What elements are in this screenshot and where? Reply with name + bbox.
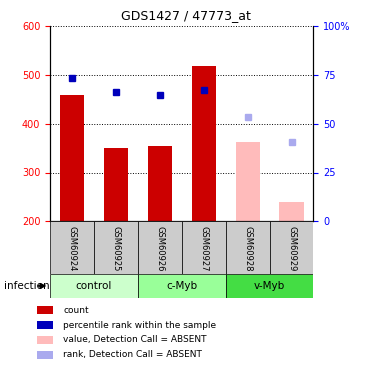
Bar <box>236 142 260 221</box>
Text: c-Myb: c-Myb <box>166 281 197 291</box>
Text: percentile rank within the sample: percentile rank within the sample <box>63 321 216 330</box>
Bar <box>94 221 138 274</box>
Text: value, Detection Call = ABSENT: value, Detection Call = ABSENT <box>63 336 207 345</box>
Bar <box>148 146 172 221</box>
Bar <box>270 221 313 274</box>
Bar <box>104 148 128 221</box>
Text: count: count <box>63 306 89 315</box>
Text: GDS1427 / 47773_at: GDS1427 / 47773_at <box>121 9 250 22</box>
Text: infection: infection <box>4 281 49 291</box>
Bar <box>192 66 216 221</box>
Bar <box>226 274 313 298</box>
Bar <box>279 202 303 221</box>
Bar <box>226 221 270 274</box>
Bar <box>182 221 226 274</box>
Text: GSM60929: GSM60929 <box>287 226 296 272</box>
Bar <box>138 221 182 274</box>
Text: control: control <box>76 281 112 291</box>
Text: v-Myb: v-Myb <box>254 281 285 291</box>
Text: rank, Detection Call = ABSENT: rank, Detection Call = ABSENT <box>63 350 202 359</box>
Text: GSM60928: GSM60928 <box>243 226 252 272</box>
Bar <box>37 351 53 359</box>
Text: GSM60926: GSM60926 <box>155 226 164 272</box>
Bar <box>37 321 53 329</box>
Bar <box>50 221 94 274</box>
Bar <box>50 274 138 298</box>
Text: GSM60927: GSM60927 <box>199 226 208 272</box>
Text: GSM60925: GSM60925 <box>111 226 121 272</box>
Text: GSM60924: GSM60924 <box>68 226 76 272</box>
Bar <box>37 306 53 314</box>
Bar <box>138 274 226 298</box>
Bar <box>60 94 84 221</box>
Bar <box>37 336 53 344</box>
